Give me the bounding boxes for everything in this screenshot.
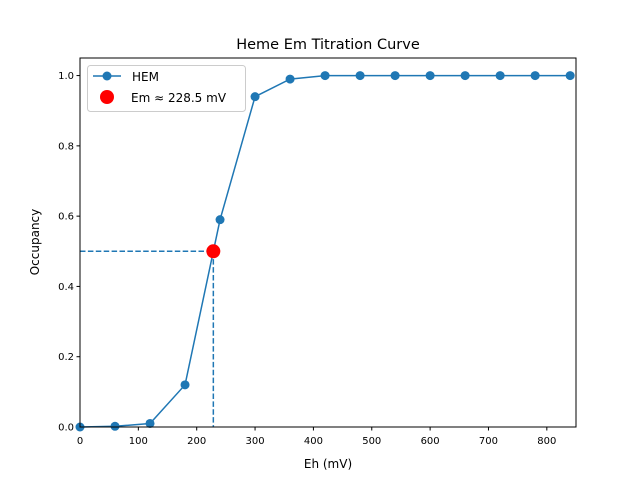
data-point-hem xyxy=(285,74,295,84)
x-tick-label: 400 xyxy=(304,436,323,447)
legend-box xyxy=(87,65,246,112)
data-point-hem xyxy=(460,71,470,81)
data-point-hem xyxy=(565,71,575,81)
data-point-hem xyxy=(390,71,400,81)
data-point-hem xyxy=(530,71,540,81)
y-tick-label: 0.2 xyxy=(58,352,74,363)
y-axis-label: Occupancy xyxy=(28,209,42,276)
legend-marker-hem xyxy=(102,71,112,81)
data-point-hem xyxy=(215,215,225,225)
x-tick-label: 0 xyxy=(77,436,83,447)
data-point-hem xyxy=(180,380,190,390)
x-tick-label: 700 xyxy=(479,436,498,447)
data-point-hem xyxy=(110,421,120,431)
legend-label-hem: HEM xyxy=(132,70,159,84)
data-point-hem xyxy=(145,418,155,428)
data-point-hem xyxy=(320,71,330,81)
legend: HEM Em ≈ 228.5 mV xyxy=(87,65,246,112)
data-point-hem xyxy=(425,71,435,81)
x-tick-label: 800 xyxy=(537,436,556,447)
y-tick-label: 0.6 xyxy=(58,212,74,223)
x-tick-label: 300 xyxy=(246,436,265,447)
legend-label-em: Em ≈ 228.5 mV xyxy=(131,91,227,105)
x-tick-label: 500 xyxy=(362,436,381,447)
y-tick-label: 0.4 xyxy=(58,282,74,293)
x-tick-label: 100 xyxy=(129,436,148,447)
y-tick-label: 0.8 xyxy=(58,141,74,152)
x-axis-label: Eh (mV) xyxy=(304,457,352,471)
midpoint-marker xyxy=(206,244,221,259)
data-point-hem xyxy=(495,71,505,81)
axes-frame xyxy=(79,57,577,428)
legend-marker-em xyxy=(100,90,114,104)
y-tick-label: 1.0 xyxy=(58,71,74,82)
data-point-hem xyxy=(355,71,365,81)
data-point-hem xyxy=(250,92,260,102)
x-tick-label: 600 xyxy=(421,436,440,447)
x-tick-label: 200 xyxy=(187,436,206,447)
y-tick-label: 0.0 xyxy=(58,423,74,434)
chart-title: Heme Em Titration Curve xyxy=(236,37,420,53)
